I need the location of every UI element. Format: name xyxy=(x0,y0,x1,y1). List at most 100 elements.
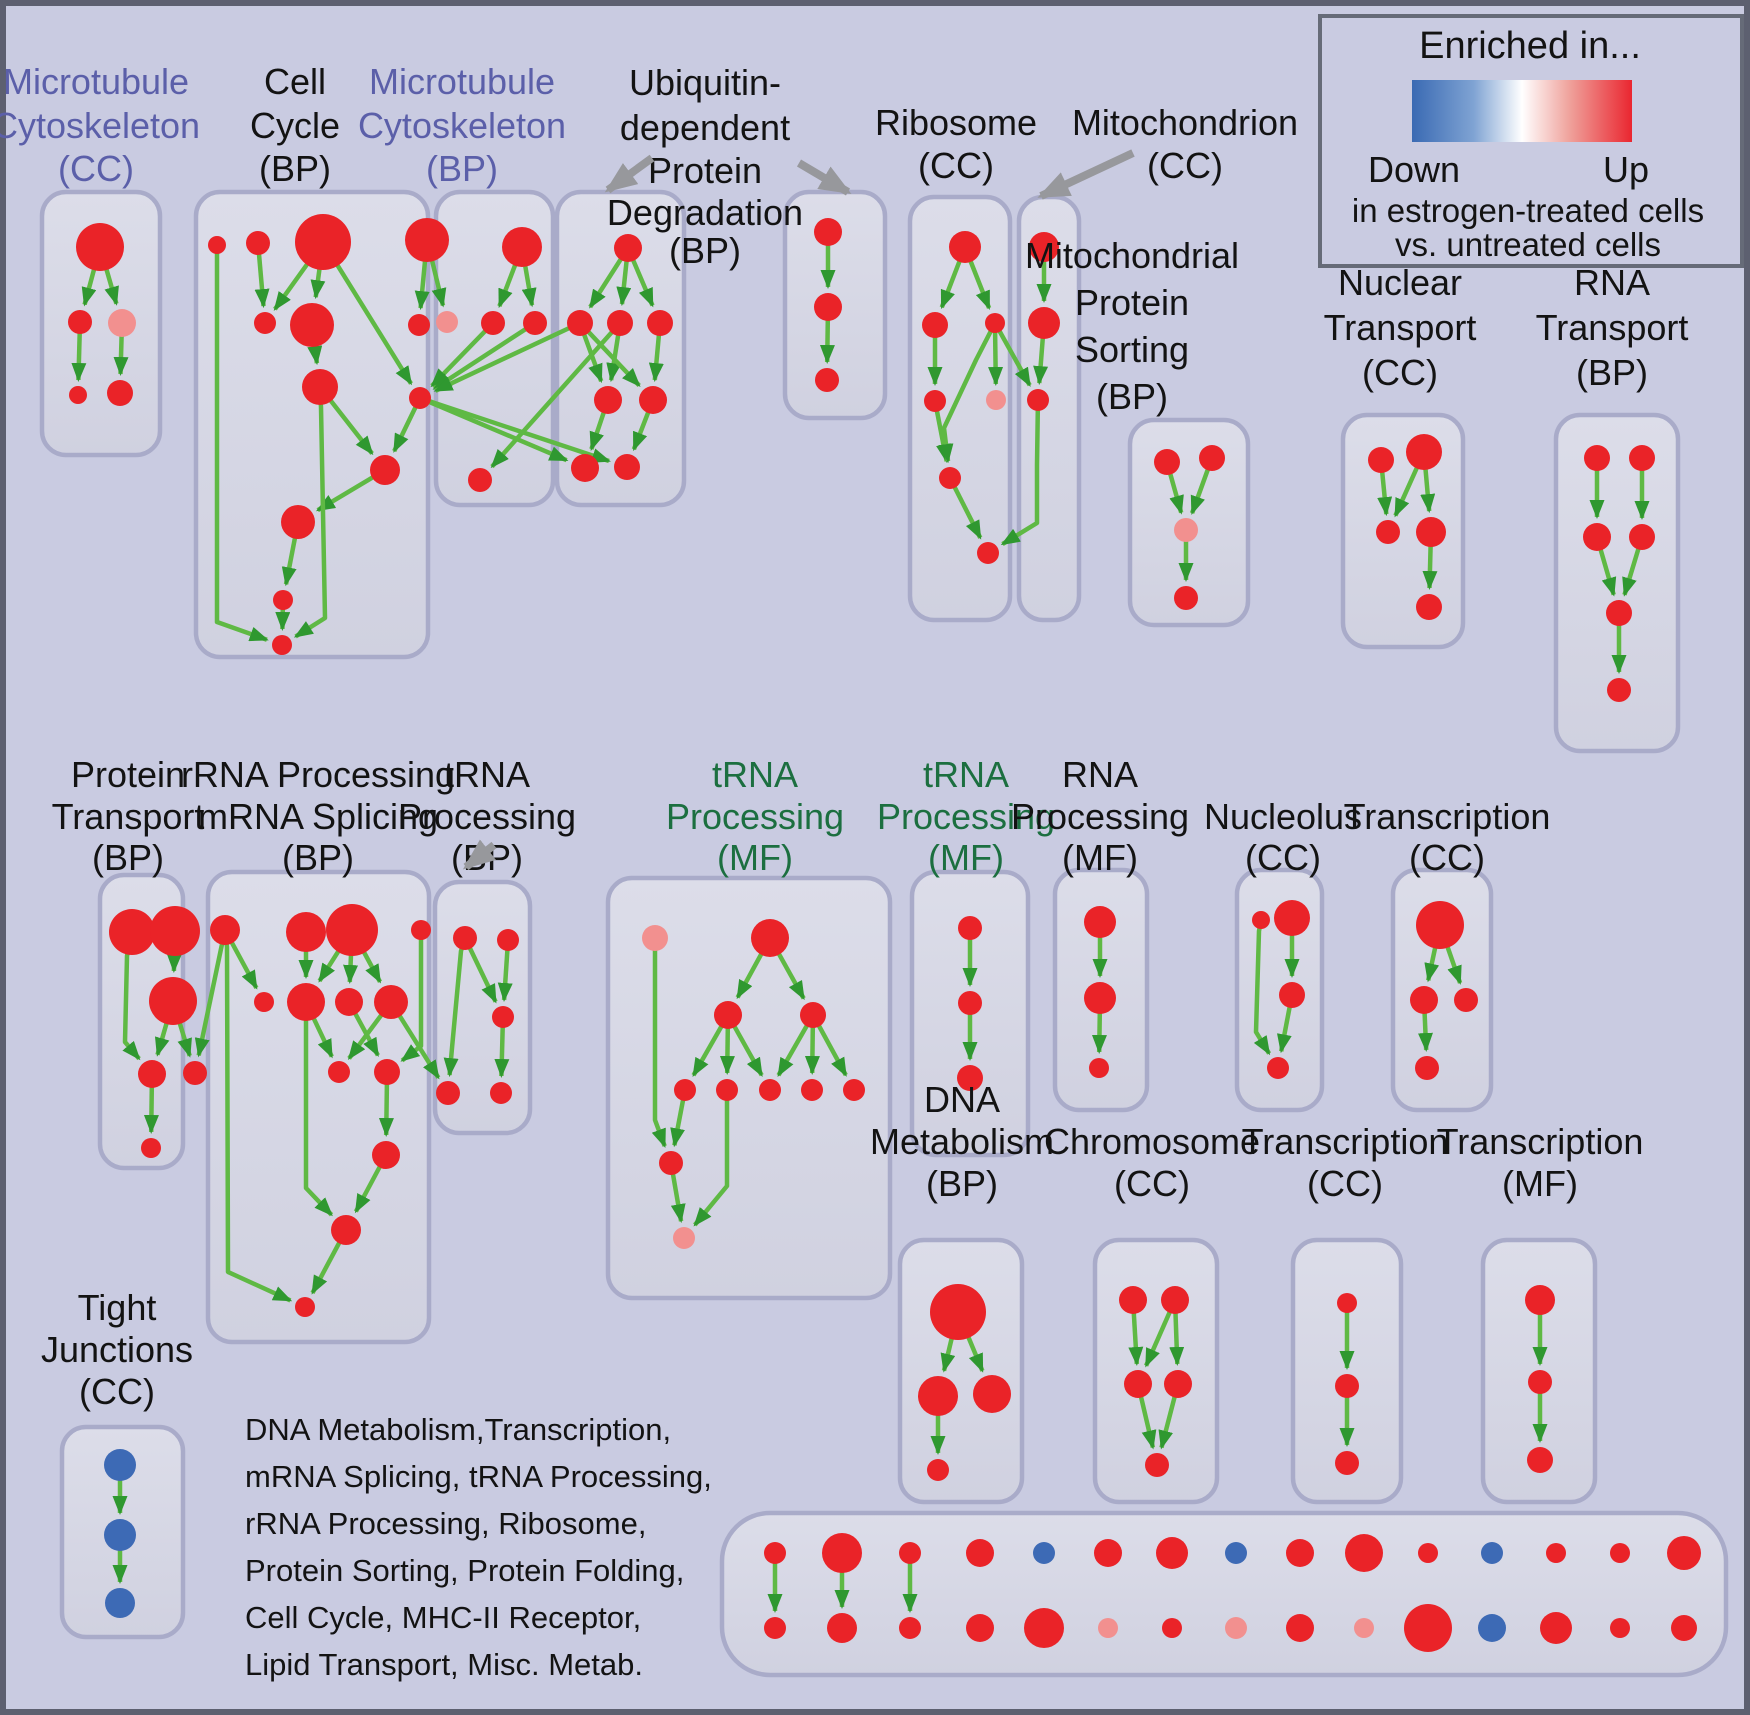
node-red xyxy=(405,218,449,262)
cluster-label-tight_junc: Junctions xyxy=(41,1329,193,1370)
node-blue xyxy=(1033,1542,1055,1564)
node-pink xyxy=(673,1227,695,1249)
edge-arrow xyxy=(400,939,424,1063)
node-red xyxy=(281,505,315,539)
edge-arrow xyxy=(311,1017,334,1059)
edge-arrow xyxy=(229,941,259,990)
node-red xyxy=(408,314,430,336)
cluster-label-chromosome: (CC) xyxy=(1114,1163,1190,1204)
node-red xyxy=(1583,523,1611,551)
cluster-label-cell_cycle: Cycle xyxy=(250,105,340,146)
node-pink xyxy=(436,311,458,333)
node-red xyxy=(1084,906,1116,938)
node-red xyxy=(490,1082,512,1104)
annotation-arrow xyxy=(462,839,497,871)
node-red xyxy=(150,906,200,956)
node-red xyxy=(1027,389,1049,411)
node-red xyxy=(899,1542,921,1564)
node-red xyxy=(497,929,519,951)
cluster-label-nucleolus: Nucleolus xyxy=(1204,796,1362,837)
cluster-label-tight_junc: (CC) xyxy=(79,1371,155,1412)
node-red xyxy=(1410,986,1438,1014)
node-red xyxy=(716,1079,738,1101)
node-red xyxy=(1416,901,1464,949)
node-red xyxy=(659,1151,683,1175)
node-red xyxy=(1156,1537,1188,1569)
cluster-label-rrna: mRNA Splicing xyxy=(198,796,438,837)
node-red xyxy=(1286,1539,1314,1567)
edge-arrow xyxy=(938,329,993,464)
node-blue xyxy=(1481,1542,1503,1564)
node-red xyxy=(109,909,155,955)
node-red xyxy=(68,310,92,334)
cluster-label-rna_trans: (BP) xyxy=(1576,352,1648,393)
edge-arrow xyxy=(1189,468,1211,515)
node-red xyxy=(1667,1536,1701,1570)
node-red xyxy=(1527,1447,1553,1473)
edge-arrow xyxy=(361,950,382,984)
node-red xyxy=(614,234,642,262)
edge-arrow xyxy=(521,265,537,308)
node-red xyxy=(1089,1058,1109,1078)
edge-arrow xyxy=(588,257,623,309)
cluster-label-ubiq_deg: dependent xyxy=(620,107,790,148)
node-blue xyxy=(104,1449,136,1481)
node-red xyxy=(374,1059,400,1085)
edge-arrow xyxy=(397,1014,441,1080)
edge-arrow xyxy=(952,485,983,540)
node-red xyxy=(1161,1286,1189,1314)
edge-arrow xyxy=(315,475,375,513)
edge-arrow xyxy=(71,332,87,382)
node-red xyxy=(1084,982,1116,1014)
node-red xyxy=(372,1141,400,1169)
cluster-label-trna_mf_small: tRNA xyxy=(923,754,1009,795)
edge-arrow xyxy=(104,268,119,306)
node-red xyxy=(814,218,842,246)
node-red xyxy=(985,313,1005,333)
legend-up-label: Up xyxy=(1603,149,1649,190)
edge-arrow xyxy=(490,330,614,469)
node-red xyxy=(1124,1370,1152,1398)
node-red xyxy=(1024,1608,1064,1648)
node-red xyxy=(1540,1612,1572,1644)
edge-arrow xyxy=(1168,472,1184,515)
edge-arrow xyxy=(816,1024,848,1077)
node-red xyxy=(149,977,197,1025)
cluster-label-tight_junc: Tight xyxy=(78,1287,157,1328)
cluster-label-trna_bp: (BP) xyxy=(451,837,523,878)
node-red xyxy=(1252,911,1270,929)
node-red xyxy=(254,312,276,334)
node-red xyxy=(1335,1374,1359,1398)
node-red xyxy=(335,988,363,1016)
node-red xyxy=(1029,232,1059,262)
node-red xyxy=(827,1613,857,1643)
cluster-label-trans_cc_bot: Transcription xyxy=(1242,1121,1449,1162)
node-red xyxy=(287,983,325,1021)
edge-arrow xyxy=(1000,409,1041,547)
edge-arrow xyxy=(1424,947,1440,983)
cluster-label-prot_trans: Transport xyxy=(52,796,205,837)
cluster-label-cell_cycle: (BP) xyxy=(259,148,331,189)
node-pink xyxy=(1225,1617,1247,1639)
cluster-label-mt_bp: Microtubule xyxy=(369,61,555,102)
cluster-label-mt_cc: (CC) xyxy=(58,148,134,189)
node-red xyxy=(302,369,338,405)
node-red xyxy=(957,1065,983,1091)
edge-arrow xyxy=(968,260,992,310)
node-red xyxy=(272,635,292,655)
node-red xyxy=(714,1001,742,1029)
node-red xyxy=(1406,434,1442,470)
node-red xyxy=(69,386,87,404)
node-red xyxy=(973,1375,1011,1413)
node-red xyxy=(1671,1615,1697,1641)
node-red xyxy=(331,1215,361,1245)
cluster-label-rna_proc: RNA xyxy=(1062,754,1138,795)
cluster-label-ubiq_deg: Ubiquitin- xyxy=(629,62,781,103)
note-line: Cell Cycle, MHC-II Receptor, xyxy=(245,1600,641,1635)
annotation-arrow xyxy=(604,154,655,194)
edge-arrow xyxy=(81,268,97,307)
node-red xyxy=(1416,517,1446,547)
edge-arrow xyxy=(113,335,129,376)
legend-subtitle-2: vs. untreated cells xyxy=(1395,226,1661,263)
